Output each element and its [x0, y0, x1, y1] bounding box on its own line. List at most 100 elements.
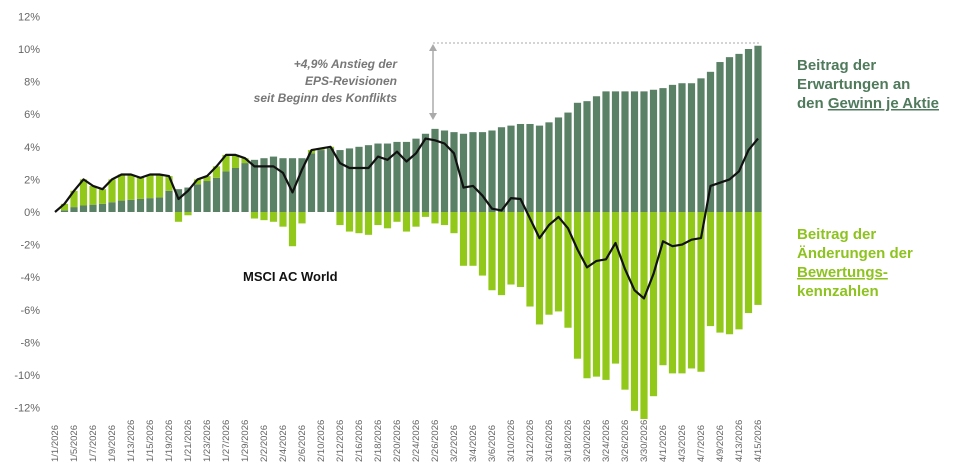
eps-bar	[545, 122, 553, 212]
eps-bar	[393, 141, 401, 212]
eps-bar	[326, 148, 335, 212]
valuation-bar	[374, 212, 382, 226]
eps-bar	[754, 45, 762, 212]
valuation-bar	[516, 212, 525, 287]
bars	[60, 45, 762, 420]
valuation-bar	[545, 212, 553, 315]
x-tick-label: 2/16/2026	[354, 420, 365, 462]
msci-line	[54, 137, 759, 300]
y-tick-label: -4%	[20, 272, 40, 284]
x-tick-label: 2/4/2026	[278, 425, 289, 462]
x-tick-label: 4/7/2026	[696, 425, 707, 462]
eps-bar	[146, 198, 154, 212]
valuation-bar	[583, 212, 591, 379]
eps-bar	[564, 112, 572, 212]
valuation-bar	[127, 174, 135, 200]
annotation-line-1: +4,9% Anstieg der	[294, 57, 399, 71]
valuation-bar	[478, 212, 487, 276]
valuation-bar	[165, 176, 173, 191]
valuation-bar	[60, 203, 69, 211]
x-tick-label: 1/13/2026	[126, 420, 137, 462]
label-eps-line-3: den Gewinn je Aktie	[797, 95, 939, 112]
eps-bar	[383, 143, 392, 212]
eps-bar	[345, 148, 354, 212]
eps-bar	[611, 91, 620, 212]
y-axis: 12% 10% 8% 6% 4% 2% 0% -2% -4% -6% -8% -10% -12%	[14, 11, 40, 414]
eps-bar	[250, 159, 259, 212]
x-tick-label: 3/6/2026	[487, 425, 498, 462]
valuation-bar	[573, 212, 582, 359]
eps-bar	[592, 96, 601, 212]
x-tick-label: 2/2/2026	[259, 425, 270, 462]
label-val-line-4: kennzahlen	[797, 283, 879, 300]
valuation-bar	[526, 212, 534, 307]
x-tick-label: 2/26/2026	[430, 420, 441, 462]
eps-bar	[336, 150, 344, 212]
eps-bar	[668, 84, 677, 212]
eps-bar	[459, 133, 468, 212]
valuation-bar	[146, 174, 154, 199]
label-eps-underlined: Gewinn je Aktie	[828, 95, 939, 112]
eps-bar	[136, 198, 145, 212]
valuation-bar	[288, 212, 297, 247]
label-eps-prefix: den	[797, 95, 828, 112]
annotation-line-3: seit Beginn des Konflikts	[254, 91, 398, 105]
eps-bar	[374, 143, 382, 212]
valuation-bar	[155, 174, 164, 198]
x-tick-label: 3/10/2026	[506, 420, 517, 462]
label-eps-line-1: Beitrag der	[797, 57, 876, 74]
valuation-bar	[716, 212, 724, 333]
valuation-bar	[697, 212, 705, 372]
valuation-bar	[592, 212, 601, 377]
y-tick-label: -2%	[20, 240, 40, 252]
eps-bar	[402, 141, 411, 212]
eps-bar	[649, 89, 658, 212]
label-eps: Beitrag der Erwartungen an den Gewinn je…	[797, 57, 939, 112]
eps-bar	[279, 158, 287, 212]
valuation-bar	[431, 212, 439, 224]
x-tick-label: 3/4/2026	[468, 425, 479, 462]
y-tick-label: 10%	[18, 44, 40, 56]
valuation-bar	[184, 212, 192, 216]
valuation-bar	[649, 212, 658, 397]
y-tick-label: -12%	[14, 403, 40, 415]
valuation-bar	[421, 212, 430, 217]
x-tick-label: 3/12/2026	[525, 420, 536, 462]
x-tick-label: 2/18/2026	[373, 420, 384, 462]
eps-bar	[260, 158, 268, 212]
valuation-bar	[279, 212, 287, 227]
eps-bar	[478, 132, 487, 212]
x-tick-label: 4/13/2026	[734, 420, 745, 462]
label-val-line-1: Beitrag der	[797, 226, 876, 243]
eps-bar	[203, 181, 211, 212]
eps-bar	[421, 133, 430, 212]
valuation-bar	[659, 212, 667, 366]
valuation-bar	[241, 158, 249, 164]
eps-bar	[307, 153, 316, 212]
valuation-bar	[497, 212, 506, 296]
eps-bar	[735, 53, 743, 212]
valuation-bar	[440, 212, 449, 226]
eps-bar	[108, 202, 116, 212]
x-tick-label: 1/1/2026	[50, 425, 61, 462]
eps-bar	[516, 123, 525, 212]
eps-bar	[298, 158, 306, 212]
x-tick-label: 2/24/2026	[411, 420, 422, 462]
valuation-bar	[554, 212, 563, 312]
eps-bar	[174, 189, 183, 212]
eps-bar	[659, 88, 667, 212]
valuation-bar	[507, 212, 515, 285]
eps-bar	[583, 101, 591, 212]
eps-bar	[716, 62, 724, 212]
eps-bar	[440, 130, 449, 212]
eps-bar	[193, 184, 202, 212]
x-tick-label: 1/19/2026	[164, 420, 175, 462]
valuation-bar	[640, 212, 648, 420]
x-tick-label: 3/30/2026	[639, 420, 650, 462]
valuation-bar	[630, 212, 639, 411]
eps-bar	[412, 138, 420, 212]
eps-bar	[450, 132, 458, 212]
x-tick-label: 3/26/2026	[620, 420, 631, 462]
x-tick-label: 3/16/2026	[544, 420, 555, 462]
eps-bar	[630, 91, 639, 212]
